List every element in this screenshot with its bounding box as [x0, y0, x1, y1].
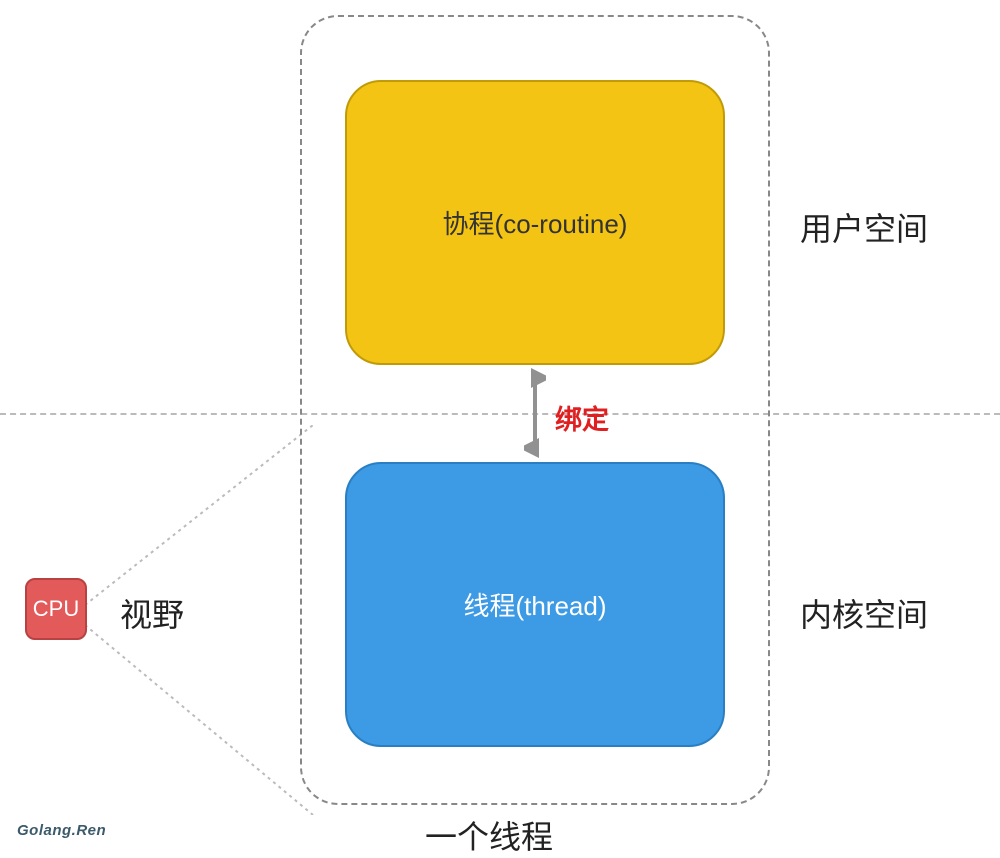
diagram-canvas: 协程(co-routine) 线程(thread) 绑定 CPU 视野 用户空间…: [0, 0, 1000, 852]
thread-label: 线程(thread): [463, 586, 606, 623]
coroutine-label: 协程(co-routine): [443, 204, 628, 241]
vision-label: 视野: [120, 590, 184, 636]
cpu-node: CPU: [25, 578, 87, 640]
user-space-label: 用户空间: [800, 204, 928, 250]
vision-line-lower: [85, 625, 325, 815]
one-thread-label: 一个线程: [425, 812, 553, 858]
binding-label: 绑定: [555, 398, 609, 437]
watermark-text: Golang.Ren: [17, 822, 106, 839]
thread-node: 线程(thread): [345, 462, 725, 747]
cpu-label: CPU: [33, 596, 79, 622]
vision-line-upper: [85, 425, 325, 605]
coroutine-node: 协程(co-routine): [345, 80, 725, 365]
binding-arrow: [524, 368, 546, 458]
kernel-space-label: 内核空间: [800, 590, 928, 636]
